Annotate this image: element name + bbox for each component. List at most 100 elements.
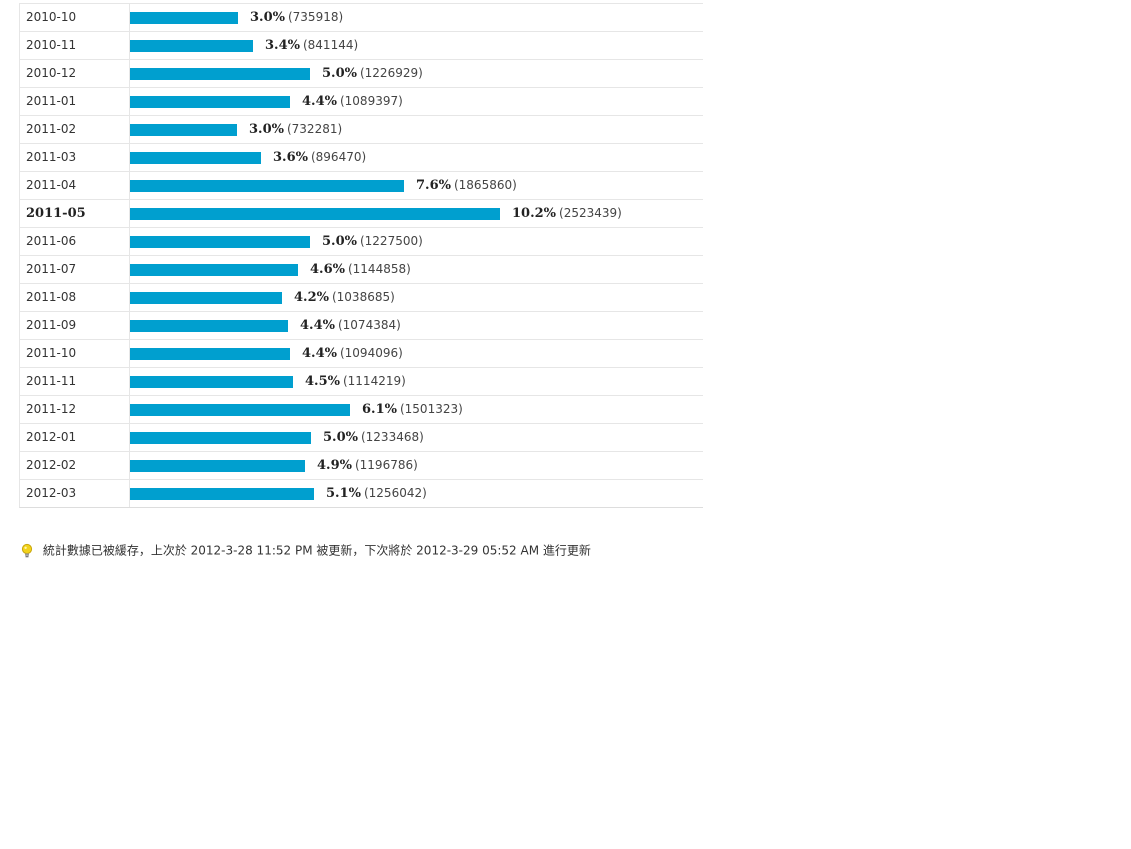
percent-label: 4.5% (305, 374, 340, 389)
category-label: 2011-04 (20, 172, 130, 199)
table-row: 2011-11 4.5% (1114219) (20, 367, 703, 395)
table-row: 2011-09 4.4% (1074384) (20, 311, 703, 339)
percent-label: 4.9% (317, 458, 352, 473)
percent-label: 4.4% (302, 94, 337, 109)
bar (130, 432, 311, 444)
bar-cell: 5.0% (1226929) (130, 60, 703, 87)
percent-label: 5.1% (326, 486, 361, 501)
bar-cell: 4.4% (1089397) (130, 88, 703, 115)
bar-cell: 4.2% (1038685) (130, 284, 703, 311)
value-label: 3.0% (732281) (249, 116, 342, 143)
value-label: 4.4% (1089397) (302, 88, 403, 115)
category-label: 2012-01 (20, 424, 130, 451)
percent-label: 5.0% (322, 234, 357, 249)
percent-label: 3.0% (250, 10, 285, 25)
value-label: 4.2% (1038685) (294, 284, 395, 311)
count-label: (1114219) (342, 374, 406, 388)
table-row: 2012-03 5.1% (1256042) (20, 479, 703, 507)
bar (130, 12, 238, 24)
bar-cell: 4.6% (1144858) (130, 256, 703, 283)
value-label: 3.0% (735918) (250, 4, 343, 31)
percent-label: 10.2% (512, 206, 557, 221)
value-label: 7.6% (1865860) (416, 172, 517, 199)
category-label: 2011-03 (20, 144, 130, 171)
bar (130, 320, 288, 332)
percent-label: 3.6% (273, 150, 308, 165)
cache-notice: 統計數據已被緩存，上次於 2012-3-28 11:52 PM 被更新，下次將於… (20, 541, 591, 559)
category-label: 2011-09 (20, 312, 130, 339)
count-label: (1074384) (337, 318, 401, 332)
value-label: 3.6% (896470) (273, 144, 366, 171)
table-row: 2011-06 5.0% (1227500) (20, 227, 703, 255)
count-label: (1256042) (363, 486, 427, 500)
value-label: 4.6% (1144858) (310, 256, 411, 283)
table-row: 2011-04 7.6% (1865860) (20, 171, 703, 199)
percent-label: 6.1% (362, 402, 397, 417)
table-row: 2010-11 3.4% (841144) (20, 31, 703, 59)
bar-cell: 5.0% (1227500) (130, 228, 703, 255)
value-label: 5.0% (1226929) (322, 60, 423, 87)
count-label: (1038685) (331, 290, 395, 304)
percent-label: 4.6% (310, 262, 345, 277)
count-label: (1226929) (359, 66, 423, 80)
count-label: (1227500) (359, 234, 423, 248)
percent-label: 4.4% (302, 346, 337, 361)
table-row: 2010-10 3.0% (735918) (20, 3, 703, 31)
bar (130, 236, 310, 248)
bar-cell: 4.4% (1094096) (130, 340, 703, 367)
bar-cell: 10.2% (2523439) (130, 200, 703, 227)
count-label: (1089397) (339, 94, 403, 108)
count-label: (841144) (302, 38, 359, 52)
count-label: (1144858) (347, 262, 411, 276)
value-label: 6.1% (1501323) (362, 396, 463, 423)
category-label: 2010-12 (20, 60, 130, 87)
percent-label: 3.0% (249, 122, 284, 137)
cache-notice-text: 統計數據已被緩存，上次於 2012-3-28 11:52 PM 被更新，下次將於… (42, 543, 591, 558)
percent-label: 7.6% (416, 178, 451, 193)
category-label: 2012-03 (20, 480, 130, 507)
bar-cell: 6.1% (1501323) (130, 396, 703, 423)
bar (130, 292, 282, 304)
category-label: 2011-05 (20, 200, 130, 227)
bar (130, 488, 314, 500)
bar (130, 460, 305, 472)
value-label: 4.4% (1094096) (302, 340, 403, 367)
bar (130, 152, 261, 164)
count-label: (732281) (286, 122, 343, 136)
table-row: 2012-02 4.9% (1196786) (20, 451, 703, 479)
percent-label: 5.0% (323, 430, 358, 445)
bar (130, 404, 350, 416)
bar-cell: 3.6% (896470) (130, 144, 703, 171)
category-label: 2012-02 (20, 452, 130, 479)
table-row: 2011-12 6.1% (1501323) (20, 395, 703, 423)
table-row: 2011-05 10.2% (2523439) (20, 199, 703, 227)
count-label: (1196786) (354, 458, 418, 472)
percent-label: 4.2% (294, 290, 329, 305)
percent-label: 4.4% (300, 318, 335, 333)
count-label: (1865860) (453, 178, 517, 192)
percent-label: 3.4% (265, 38, 300, 53)
category-label: 2011-07 (20, 256, 130, 283)
table-row: 2011-02 3.0% (732281) (20, 115, 703, 143)
category-label: 2010-10 (20, 4, 130, 31)
category-label: 2011-11 (20, 368, 130, 395)
bar-cell: 3.4% (841144) (130, 32, 703, 59)
table-row: 2011-07 4.6% (1144858) (20, 255, 703, 283)
bar-cell: 4.9% (1196786) (130, 452, 703, 479)
category-label: 2011-12 (20, 396, 130, 423)
bar (130, 124, 237, 136)
count-label: (1501323) (399, 402, 463, 416)
bar-cell: 5.0% (1233468) (130, 424, 703, 451)
bar (130, 264, 298, 276)
category-label: 2010-11 (20, 32, 130, 59)
table-row: 2012-01 5.0% (1233468) (20, 423, 703, 451)
bar-cell: 4.4% (1074384) (130, 312, 703, 339)
category-label: 2011-01 (20, 88, 130, 115)
category-label: 2011-06 (20, 228, 130, 255)
bar (130, 40, 253, 52)
category-label: 2011-10 (20, 340, 130, 367)
bar (130, 68, 310, 80)
value-label: 5.1% (1256042) (326, 480, 427, 507)
value-label: 10.2% (2523439) (512, 200, 622, 227)
stats-bar-chart: 2010-10 3.0% (735918) 2010-11 3.4% (841144) 20… (19, 3, 703, 508)
